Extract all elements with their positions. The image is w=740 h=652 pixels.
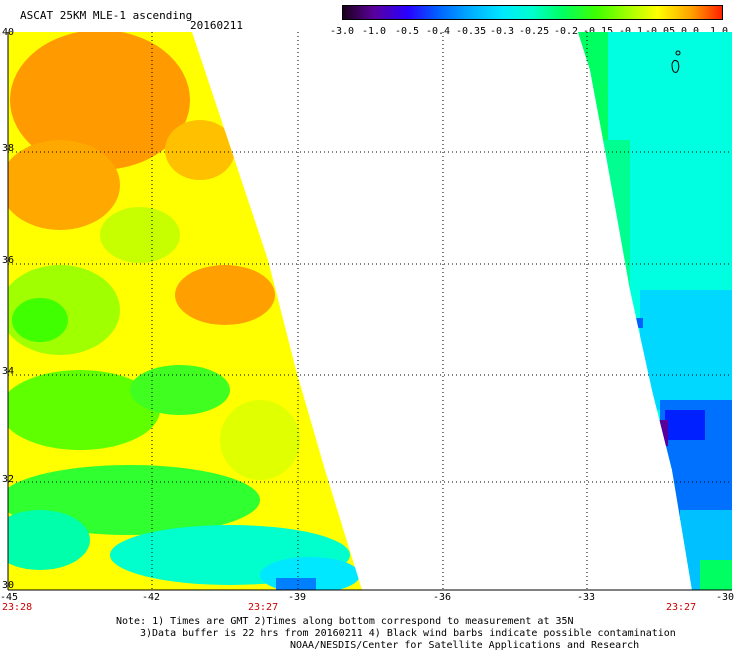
- colorbar-tick-label: -0.4: [426, 26, 451, 37]
- wind-region-high: [175, 265, 275, 325]
- wind-region-high: [8, 140, 120, 230]
- colorbar-labels: -3.0 -1.0 -0.5 -0.4 -0.35 -0.3 -0.25 -0.…: [330, 26, 728, 38]
- wind-region-moderate: [220, 400, 300, 480]
- wind-region-light: [635, 318, 643, 328]
- lat-label: 30: [2, 580, 15, 591]
- colorbar-tick-label: -0.1: [619, 26, 644, 37]
- wind-region-low: [8, 370, 160, 450]
- colorbar-tick-label: -0.05: [645, 26, 676, 37]
- colorbar-tick-label: -0.5: [395, 26, 420, 37]
- footer-note-2: 3)Data buffer is 22 hrs from 20160211 4)…: [140, 628, 676, 639]
- lon-label: -33: [577, 592, 596, 603]
- swath-left: [8, 32, 362, 590]
- wind-region-low: [130, 365, 230, 415]
- graticule: [8, 32, 732, 590]
- lon-label: -36: [433, 592, 452, 603]
- lat-label: 34: [2, 366, 15, 377]
- footer-note-1: Note: 1) Times are GMT 2)Times along bot…: [116, 616, 574, 627]
- time-label: 23:27: [248, 602, 279, 613]
- colorbar-tick-label: -3.0: [330, 26, 355, 37]
- colorbar-gradient: [342, 5, 723, 20]
- wind-region-low: [12, 298, 68, 342]
- lon-label: -30: [716, 592, 735, 603]
- wind-region-light: [665, 410, 705, 440]
- wind-region-high: [165, 120, 235, 180]
- lat-label: 40: [2, 27, 15, 38]
- product-title: ASCAT 25KM MLE-1 ascending: [20, 9, 193, 22]
- colorbar-tick-label: -0.15: [583, 26, 614, 37]
- island-outline: [675, 50, 681, 56]
- wind-region-calm: [700, 560, 732, 590]
- lat-label: 36: [2, 255, 15, 266]
- footer-credit: NOAA/NESDIS/Center for Satellite Applica…: [290, 640, 640, 651]
- time-label: 23:27: [666, 602, 697, 613]
- colorbar-tick-label: 0.0: [681, 26, 700, 37]
- swath-right: [578, 32, 732, 590]
- colorbar-tick-label: 1.0: [710, 26, 729, 37]
- wind-region-calm: [640, 290, 732, 410]
- wind-region-calm: [8, 510, 90, 570]
- lon-label: -45: [0, 592, 19, 603]
- wind-region-lightest: [658, 420, 668, 446]
- colorbar-tick-label: -0.25: [519, 26, 550, 37]
- lat-label: 32: [2, 474, 15, 485]
- wind-region-calm: [600, 140, 630, 300]
- lon-label: -39: [288, 592, 307, 603]
- colorbar: -3.0 -1.0 -0.5 -0.4 -0.35 -0.3 -0.25 -0.…: [330, 5, 728, 41]
- wind-region-calm: [276, 578, 316, 590]
- wind-region-high: [10, 32, 190, 170]
- lon-label: -42: [142, 592, 161, 603]
- time-label: 23:28: [2, 602, 33, 613]
- wind-region-moderate: [100, 207, 180, 263]
- colorbar-tick-label: -1.0: [362, 26, 387, 37]
- product-date: 20160211: [190, 19, 243, 32]
- colorbar-tick-label: -0.3: [490, 26, 515, 37]
- lat-label: 38: [2, 143, 15, 154]
- island-outline: [671, 59, 680, 73]
- wind-region-low: [578, 32, 608, 152]
- colorbar-tick-label: -0.2: [554, 26, 579, 37]
- colorbar-tick-label: -0.35: [456, 26, 487, 37]
